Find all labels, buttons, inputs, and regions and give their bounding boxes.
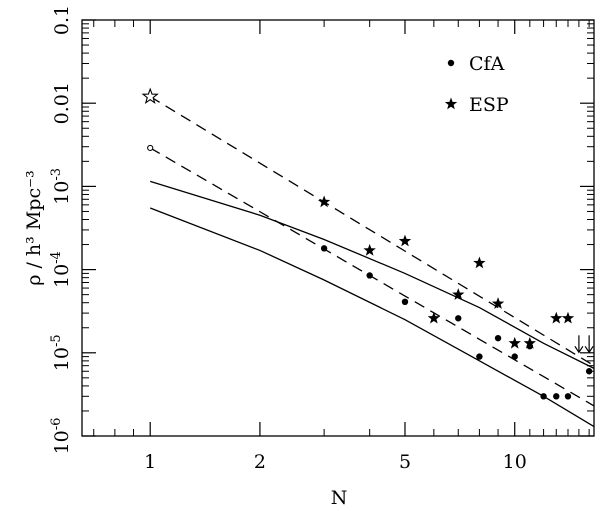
model-lines bbox=[149, 96, 595, 428]
esp-point bbox=[523, 336, 536, 349]
upper-limit-arrowhead bbox=[574, 345, 584, 354]
esp-legend-star bbox=[444, 97, 458, 110]
x-tick-label: 10 bbox=[503, 451, 527, 473]
esp-point bbox=[491, 297, 505, 309]
cfa-point bbox=[320, 245, 328, 252]
y-axis-label: ρ / h³ Mpc⁻³ bbox=[23, 170, 45, 285]
cfa-legend-dot bbox=[447, 59, 455, 67]
x-tick-label: 1 bbox=[144, 451, 156, 473]
legend-esp-label: ESP bbox=[469, 94, 509, 116]
cfa-point bbox=[401, 298, 409, 306]
cfa-point bbox=[540, 393, 547, 400]
cfa-point bbox=[553, 393, 560, 400]
y-tick-label: 10-5 bbox=[49, 334, 73, 371]
legend-esp-marker bbox=[444, 97, 458, 110]
cfa-point bbox=[455, 315, 462, 322]
legend-cfa-marker bbox=[447, 59, 455, 67]
cfa-point bbox=[511, 353, 518, 360]
cfa-point bbox=[494, 334, 502, 342]
cfa-point bbox=[366, 272, 373, 279]
x-axis-label: N bbox=[331, 487, 348, 509]
esp-point bbox=[508, 336, 521, 349]
data-points bbox=[141, 87, 594, 400]
cfa-point bbox=[476, 353, 483, 360]
esp-point bbox=[398, 234, 412, 247]
plot-frame bbox=[81, 19, 595, 437]
cfa-point bbox=[585, 368, 593, 375]
dashed-fit-line bbox=[149, 96, 595, 367]
esp-point bbox=[561, 311, 575, 324]
legend: CfA ESP bbox=[444, 53, 509, 116]
legend-cfa-label: CfA bbox=[469, 53, 505, 75]
y-tick-label: 0.01 bbox=[51, 82, 73, 124]
esp-point bbox=[473, 256, 486, 269]
model-curve bbox=[150, 180, 595, 369]
esp-point bbox=[427, 311, 441, 324]
cfa-point bbox=[564, 393, 572, 400]
model-curve bbox=[149, 207, 595, 428]
esp-open-point bbox=[141, 87, 159, 104]
upper-limit-arrowhead bbox=[584, 345, 594, 354]
cfa-open-point bbox=[147, 144, 154, 152]
axis-ticks bbox=[82, 19, 594, 437]
tick-labels: 1 2 5 10 10-6 10-5 10-4 10-3 0.01 0.1 bbox=[49, 5, 527, 473]
esp-point bbox=[550, 311, 563, 324]
y-tick-label: 10-6 bbox=[49, 418, 73, 455]
esp-point bbox=[317, 195, 331, 208]
y-tick-label: 10-3 bbox=[49, 168, 73, 205]
esp-point bbox=[363, 243, 376, 256]
y-tick-label: 10-4 bbox=[49, 251, 73, 288]
esp-point bbox=[452, 288, 465, 300]
x-tick-label: 5 bbox=[399, 451, 411, 473]
x-tick-label: 2 bbox=[254, 451, 266, 473]
y-tick-label: 0.1 bbox=[51, 5, 73, 35]
